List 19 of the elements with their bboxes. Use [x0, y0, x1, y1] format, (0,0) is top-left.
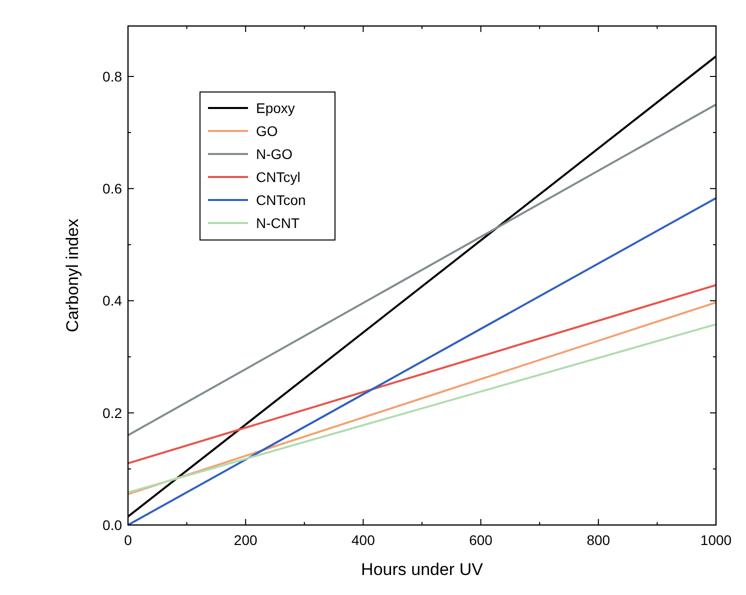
x-axis-title: Hours under UV	[361, 560, 484, 579]
y-tick-label: 0.6	[102, 180, 122, 197]
x-tick-label: 0	[124, 532, 132, 548]
x-tick-label: 600	[469, 532, 493, 548]
y-tick-label: 0.8	[102, 68, 122, 84]
y-axis-title: Carbonyl index	[63, 218, 82, 332]
y-tick-label: 0.2	[102, 404, 122, 421]
legend-label: GO	[256, 123, 278, 139]
x-tick-label: 1000	[700, 532, 732, 548]
legend-label: CNTcon	[256, 192, 306, 208]
legend-label: CNTcyl	[256, 169, 300, 185]
legend-label: N-CNT	[256, 215, 300, 231]
x-tick-label: 800	[586, 532, 610, 548]
y-tick-label: 0.4	[102, 292, 122, 309]
x-tick-label: 400	[352, 532, 376, 548]
legend-label: Epoxy	[256, 100, 295, 116]
x-tick-label: 200	[234, 532, 258, 548]
legend-label: N-GO	[256, 146, 293, 162]
y-tick-label: 0.0	[102, 517, 122, 533]
